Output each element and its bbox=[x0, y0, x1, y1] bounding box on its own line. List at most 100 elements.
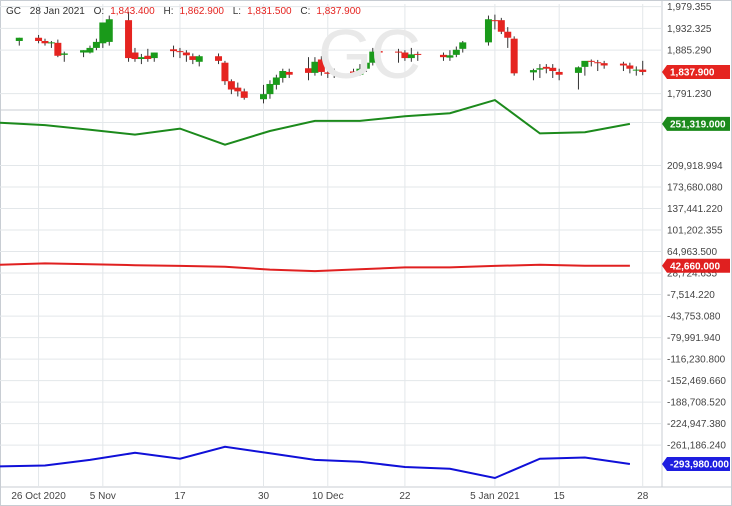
candle bbox=[414, 51, 422, 61]
price-tick-label: 1,932.325 bbox=[667, 24, 712, 35]
candle bbox=[144, 48, 152, 62]
candle bbox=[221, 60, 229, 85]
candle-body bbox=[497, 20, 505, 32]
candle-body bbox=[99, 22, 107, 44]
candle-body bbox=[574, 67, 582, 73]
candle bbox=[285, 68, 293, 78]
candle bbox=[446, 50, 454, 61]
value-tick-label: -188,708.520 bbox=[667, 398, 726, 409]
candle bbox=[484, 15, 492, 46]
open-value: 1,843.400 bbox=[110, 6, 155, 17]
candle-body bbox=[542, 66, 550, 69]
candle bbox=[99, 22, 107, 48]
candle bbox=[549, 64, 557, 78]
candle bbox=[182, 50, 190, 62]
candle bbox=[401, 50, 409, 61]
candle bbox=[497, 17, 505, 35]
candle-body bbox=[459, 42, 467, 49]
candle-body bbox=[439, 54, 447, 58]
open-label: O: bbox=[93, 6, 105, 17]
candle bbox=[581, 60, 589, 76]
candle-body bbox=[311, 61, 319, 73]
candle bbox=[407, 47, 415, 62]
last-price-label: 1,837.900 bbox=[670, 67, 715, 78]
blue-series-line bbox=[0, 445, 631, 480]
candle bbox=[170, 45, 178, 58]
candle-body bbox=[266, 83, 274, 95]
candle bbox=[317, 56, 325, 76]
green-last-value-tag bbox=[662, 116, 730, 131]
candle bbox=[215, 53, 223, 65]
grid bbox=[0, 0, 732, 488]
candle bbox=[574, 66, 582, 90]
candle bbox=[555, 68, 563, 81]
candle bbox=[439, 52, 447, 61]
candle bbox=[266, 80, 274, 99]
candle bbox=[369, 47, 377, 66]
candle bbox=[491, 14, 499, 30]
candle bbox=[272, 74, 280, 90]
candle bbox=[324, 67, 332, 78]
candle bbox=[54, 39, 62, 58]
candle bbox=[600, 60, 608, 69]
blue-last-value-label: -293,980.000 bbox=[670, 460, 729, 471]
time-tick-label: 10 Dec bbox=[312, 491, 344, 502]
candle bbox=[619, 61, 627, 72]
candle bbox=[349, 68, 357, 77]
candle bbox=[394, 48, 402, 63]
time-tick-label: 28 bbox=[637, 491, 649, 502]
candle bbox=[41, 38, 49, 46]
time-tick-label: 5 Nov bbox=[90, 491, 116, 502]
candle-body bbox=[452, 49, 460, 55]
red-last-value-label: 42,660.000 bbox=[670, 261, 720, 272]
time-tick-label: 5 Jan 2021 bbox=[470, 491, 520, 502]
green-last-value-label: 251,319.000 bbox=[670, 119, 726, 130]
candle-body bbox=[215, 56, 223, 61]
candle bbox=[234, 82, 242, 97]
candle-body bbox=[369, 51, 377, 63]
candle bbox=[375, 45, 383, 58]
candle bbox=[125, 11, 133, 62]
value-tick-label: 173,680.080 bbox=[667, 182, 723, 193]
last-price-tag bbox=[662, 64, 730, 79]
time-tick-label: 15 bbox=[554, 491, 566, 502]
candle-body bbox=[47, 42, 55, 44]
candle bbox=[362, 57, 370, 72]
candle bbox=[150, 52, 158, 62]
candle bbox=[195, 54, 203, 67]
candle bbox=[510, 36, 518, 76]
candle-body bbox=[15, 37, 23, 41]
value-tick-label: -79,991.940 bbox=[667, 333, 721, 344]
candle-body bbox=[600, 63, 608, 66]
value-tick-label: -224,947.380 bbox=[667, 419, 726, 430]
candle bbox=[176, 47, 184, 59]
candle-body bbox=[594, 62, 602, 64]
candle-body bbox=[484, 19, 492, 43]
candle-body bbox=[92, 41, 100, 48]
candle-body bbox=[137, 57, 145, 60]
candle-body bbox=[260, 94, 268, 100]
candle-body bbox=[394, 51, 402, 53]
red-last-value-tag bbox=[662, 258, 730, 273]
cot-lines-pane[interactable] bbox=[0, 99, 631, 480]
candle-body bbox=[536, 68, 544, 70]
candlestick-pane[interactable] bbox=[15, 11, 647, 104]
candle-body bbox=[240, 91, 248, 98]
candle-body bbox=[285, 71, 293, 75]
candle bbox=[60, 51, 68, 62]
price-tick-label: 1,791.230 bbox=[667, 89, 712, 100]
time-tick-label: 17 bbox=[174, 491, 186, 502]
value-tick-label: -43,753.080 bbox=[667, 312, 721, 323]
candle bbox=[131, 47, 139, 62]
candle-body bbox=[587, 60, 595, 62]
candle-body bbox=[491, 20, 499, 22]
candle-body bbox=[221, 62, 229, 82]
candle bbox=[626, 62, 634, 74]
candle-body bbox=[272, 77, 280, 85]
candle bbox=[105, 15, 113, 46]
candle bbox=[356, 64, 364, 76]
candle-body bbox=[401, 52, 409, 59]
candle-body bbox=[305, 68, 313, 73]
candle-body bbox=[54, 42, 62, 56]
